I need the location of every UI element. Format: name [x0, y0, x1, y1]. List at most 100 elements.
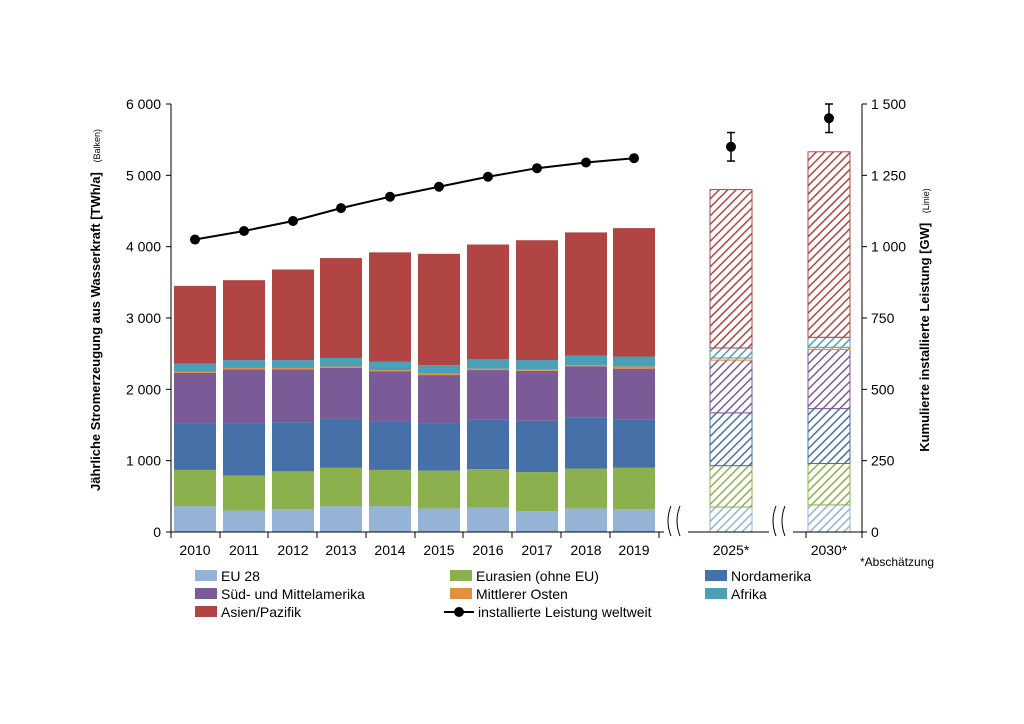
bar-asien-pazifik-2014 [369, 252, 411, 362]
bar-sud-und-mittelamerika-2012 [272, 369, 314, 423]
y-left-title: Jährliche Stromerzeugung aus Wasserkraft… [88, 129, 103, 491]
bar-eurasien-ohne-eu-2010 [174, 469, 216, 507]
y-right-tick-label: 250 [871, 453, 895, 469]
bar-asien-pazifik-2018 [565, 232, 607, 356]
bar-sud-und-mittelamerika-2018 [565, 366, 607, 418]
legend-swatch-eurasien-ohne-eu [450, 570, 472, 581]
bar-afrika-2025 [709, 347, 753, 359]
capacity-point-2016 [483, 171, 493, 182]
capacity-point-2012 [288, 215, 298, 226]
y-left-tick-label: 3 000 [126, 310, 161, 326]
bar-eurasien-ohne-eu-2012 [272, 471, 314, 510]
y-left-tick-label: 0 [153, 524, 161, 540]
capacity-point-2018 [581, 157, 591, 168]
legend-swatch-afrika [705, 588, 727, 599]
bar-eu-28-2010 [174, 506, 216, 532]
bar-sud-und-mittelamerika-2030 [807, 348, 851, 410]
capacity-point-2017 [532, 163, 542, 174]
bar-afrika-2012 [272, 360, 314, 368]
bar-mittlerer-osten-2012 [272, 367, 314, 370]
capacity-point-2010 [190, 234, 200, 245]
bar-sud-und-mittelamerika-2015 [418, 375, 460, 424]
bar-mittlerer-osten-2010 [174, 371, 216, 373]
y-left-tick-label: 5 000 [126, 167, 161, 183]
bar-sud-und-mittelamerika-2019 [613, 368, 655, 420]
capacity-point-2013 [336, 203, 346, 214]
bar-eurasien-ohne-eu-2025 [709, 465, 753, 508]
legend-label-eu-28: EU 28 [221, 568, 260, 584]
bar-afrika-2030 [807, 336, 851, 348]
bar-eu-28-2014 [369, 506, 411, 532]
bars-layer [174, 151, 851, 533]
bar-asien-pazifik-2016 [467, 244, 509, 360]
bar-afrika-2013 [320, 357, 362, 367]
legend-swatch-sud-und-mittelamerika [195, 588, 217, 599]
bar-asien-pazifik-2019 [613, 228, 655, 357]
y-left-sublabel: (Balken) [92, 129, 102, 163]
y-left-tick-label: 2 000 [126, 381, 161, 397]
bar-eu-28-2013 [320, 506, 362, 532]
bar-nordamerika-2010 [174, 423, 216, 470]
bar-eurasien-ohne-eu-2011 [223, 475, 265, 511]
bar-eurasien-ohne-eu-2014 [369, 469, 411, 507]
legend-label-afrika: Afrika [731, 586, 767, 602]
y-right-sublabel: (Linie) [921, 188, 931, 213]
legend-swatch-asien-pazifik [195, 606, 217, 617]
bar-mittlerer-osten-2017 [516, 369, 558, 371]
bar-afrika-2010 [174, 363, 216, 372]
bar-afrika-2018 [565, 355, 607, 366]
axis-breaks [664, 505, 793, 537]
x-tick-label-2018: 2018 [570, 542, 601, 558]
legend-line-marker [454, 607, 464, 617]
bar-asien-pazifik-2015 [418, 253, 460, 366]
capacity-line [194, 157, 635, 241]
bar-nordamerika-2019 [613, 419, 655, 468]
legend-label-nordamerika: Nordamerika [731, 568, 811, 584]
capacity-point-2015 [434, 181, 444, 192]
x-tick-label-2019: 2019 [618, 542, 649, 558]
bar-eurasien-ohne-eu-2019 [613, 467, 655, 510]
footnote: *Abschätzung [860, 555, 934, 569]
x-tick-label-2017: 2017 [521, 542, 552, 558]
bar-nordamerika-2012 [272, 422, 314, 472]
bar-eurasien-ohne-eu-2017 [516, 472, 558, 512]
bar-nordamerika-2015 [418, 423, 460, 471]
y-right-tick-label: 1 000 [871, 239, 906, 255]
bar-eu-28-2017 [516, 511, 558, 532]
y-left-tick-label: 4 000 [126, 239, 161, 255]
bar-nordamerika-2025 [709, 412, 753, 467]
x-tick-label-2030: 2030* [811, 542, 848, 558]
bar-asien-pazifik-2012 [272, 269, 314, 361]
bar-afrika-2014 [369, 361, 411, 371]
bar-sud-und-mittelamerika-2014 [369, 371, 411, 422]
legend-label-asien-pazifik: Asien/Pazifik [221, 604, 302, 620]
bar-sud-und-mittelamerika-2013 [320, 367, 362, 419]
bar-asien-pazifik-2017 [516, 240, 558, 361]
x-tick-label-2011: 2011 [229, 542, 259, 558]
bar-sud-und-mittelamerika-2025 [709, 359, 753, 414]
bar-eu-28-2030 [807, 504, 851, 533]
bar-eu-28-2025 [709, 506, 753, 533]
capacity-point-2030 [824, 113, 834, 124]
bar-sud-und-mittelamerika-2016 [467, 370, 509, 420]
bar-afrika-2011 [223, 360, 265, 368]
x-tick-label-2014: 2014 [374, 542, 405, 558]
bar-mittlerer-osten-2014 [369, 370, 411, 372]
legend-label-eurasien-ohne-eu: Eurasien (ohne EU) [476, 568, 599, 584]
bar-afrika-2019 [613, 356, 655, 367]
capacity-point-2019 [629, 153, 639, 164]
x-tick-label-2012: 2012 [277, 542, 308, 558]
bar-sud-und-mittelamerika-2017 [516, 370, 558, 421]
capacity-point-2011 [239, 225, 249, 236]
bar-eurasien-ohne-eu-2015 [418, 470, 460, 509]
bar-nordamerika-2018 [565, 417, 607, 469]
bar-eu-28-2015 [418, 508, 460, 532]
y-left-tick-label: 6 000 [126, 96, 161, 112]
ticks-layer: 0 1 000 2 000 3 000 4 000 5 000 6 000 0 250 500 75… [126, 96, 906, 558]
y-right-tick-label: 750 [871, 310, 895, 326]
x-tick-label-2013: 2013 [325, 542, 356, 558]
bar-nordamerika-2014 [369, 421, 411, 470]
bar-mittlerer-osten-2013 [320, 366, 362, 368]
legend: EU 28 Eurasien (ohne EU) Nordamerika Süd- u… [195, 568, 811, 620]
